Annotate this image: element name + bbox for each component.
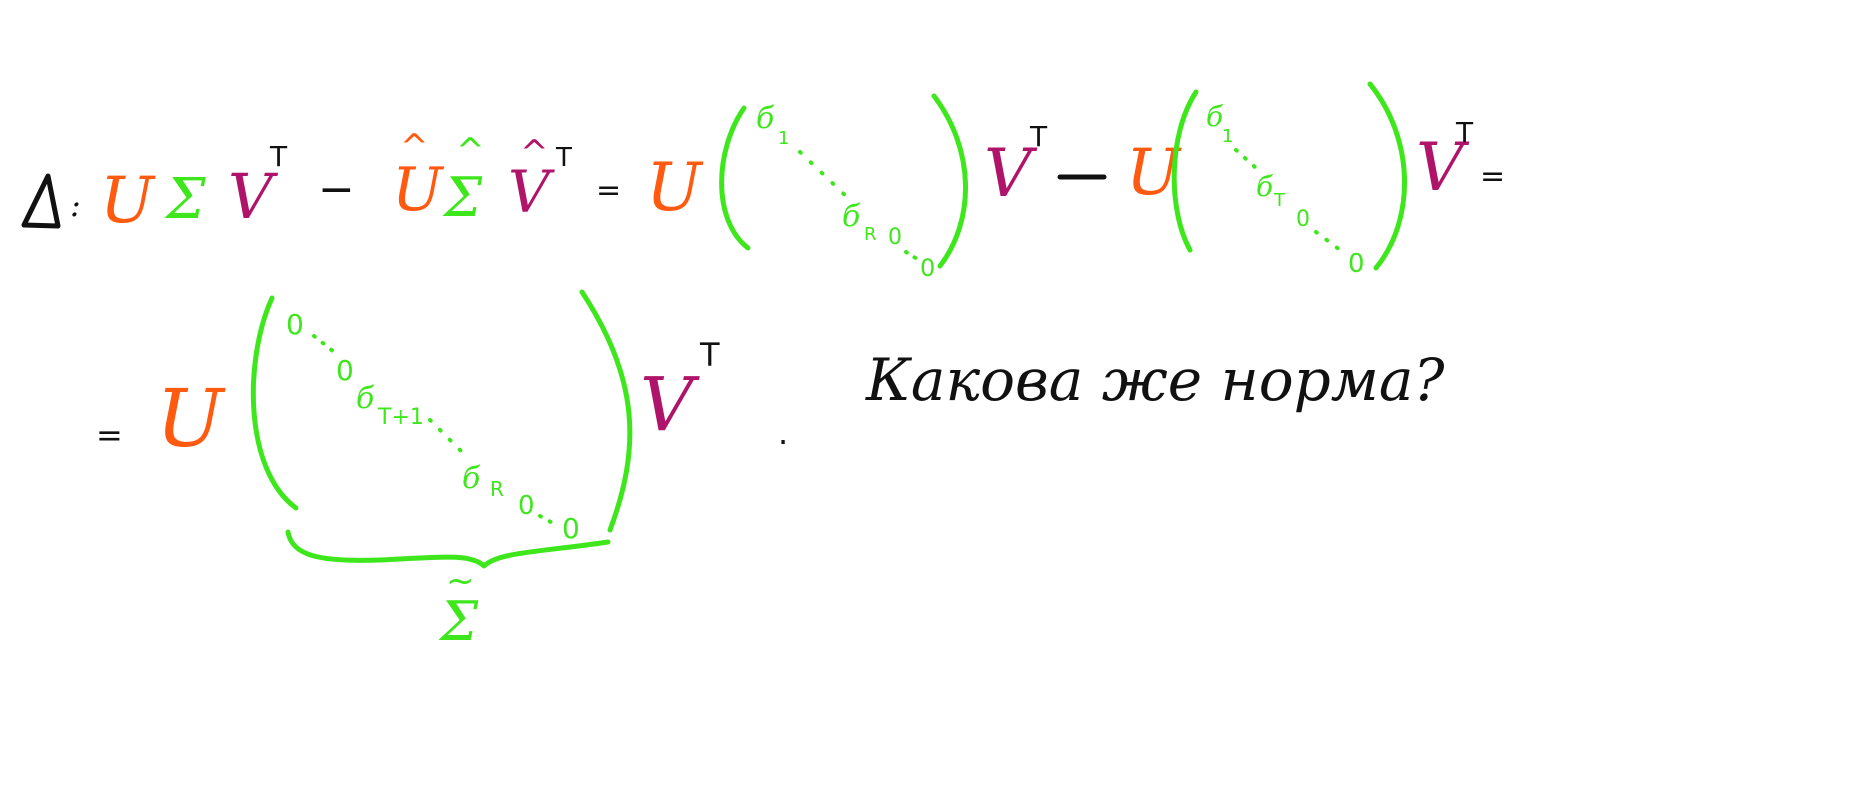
sigma-1: б [756,101,775,136]
equals-sign: = [96,416,123,454]
sigma-1-subscript: 1 [778,128,789,149]
transpose-superscript: T [1029,120,1048,153]
sigma-1: б [1206,100,1224,133]
sigma-t: б [1256,170,1274,203]
equals-sign: = [596,173,621,208]
diagonal-dots [798,150,852,202]
sigma-r: б [842,199,861,234]
right-parenthesis [931,93,968,269]
sigma-r: б [462,461,481,496]
left-parenthesis [250,295,299,511]
left-parenthesis [719,105,751,251]
transpose-superscript: T [555,143,572,173]
sigma-tilde: Σ [438,590,479,653]
diagonal-matrix-3: 0 0 б T+1 б R 0 0 [250,289,633,545]
zero-entry: 0 [286,308,304,341]
sigma-t-plus-1: б [356,381,375,416]
transpose-superscript: T [1455,116,1474,149]
left-parenthesis [1171,89,1199,253]
sigma-1-subscript: 1 [1222,126,1233,147]
V-matrix: V [640,362,700,448]
U-matrix: U [646,149,704,226]
zero-entry: 0 [336,354,354,387]
diagonal-dots-tail [904,250,924,264]
minus-sign: − [318,164,355,215]
sigma-t-plus-1-subscript: T+1 [377,405,424,430]
diagonal-matrix-1: б 1 б R 0 0 [719,93,968,282]
sigma-tilde-mark: ~ [446,561,475,601]
question-text: Какова же норма? [865,346,1445,414]
V-matrix: V [984,135,1038,212]
Sigma-hat-matrix: Σ [442,166,483,229]
Sigma-matrix: Σ [164,167,206,232]
V-matrix: V [1416,129,1470,206]
diagonal-dots [1234,148,1258,170]
U-hat-matrix: U [392,155,445,225]
zero-entry: 0 [518,491,535,521]
diagonal-dots-tail [538,514,560,528]
V-matrix: V [228,160,279,233]
diagonal-dots [428,418,464,454]
zero-entry: 0 [888,225,902,250]
underbrace [285,529,611,569]
sigma-r-subscript: R [864,224,877,245]
sigma-r-subscript: R [490,477,504,501]
U-hat-caret: ^ [400,127,429,167]
U-matrix: U [156,372,226,465]
transpose-superscript: T [699,336,720,374]
sigma-t-subscript: T [1273,190,1286,211]
equals-sign: = [1480,159,1505,194]
V-hat-caret: ^ [520,133,549,173]
right-parenthesis [1367,81,1408,271]
zero-entry-last: 0 [920,254,935,282]
V-hat-matrix: V [508,158,555,226]
zero-entry: 0 [1296,207,1310,232]
delta-symbol [21,173,61,229]
Sigma-hat-caret: ^ [456,131,485,171]
colon-sign: : [70,186,81,224]
U-matrix: U [100,164,156,238]
right-parenthesis [579,289,633,533]
row-dots [312,334,336,354]
period: . [778,414,788,452]
transpose-superscript: T [269,140,288,173]
diagonal-dots-tail [1314,230,1342,252]
zero-entry-last: 0 [562,512,580,545]
diagonal-matrix-2: б 1 б T 0 0 [1171,81,1408,279]
zero-entry-last: 0 [1348,249,1365,279]
